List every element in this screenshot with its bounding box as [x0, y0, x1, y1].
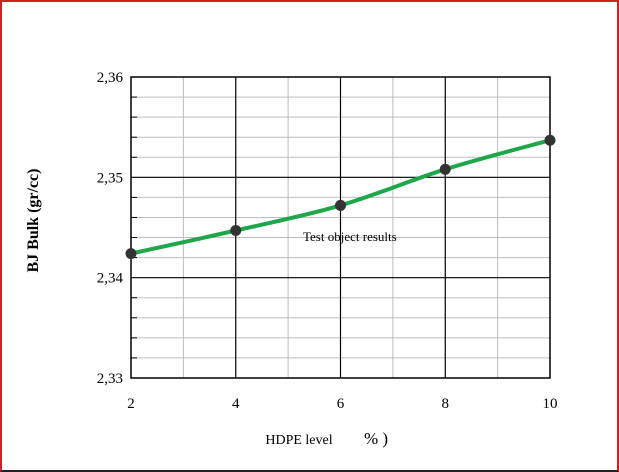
x-tick-labels: 2 4 6 8 10 [127, 396, 557, 412]
data-point [125, 248, 137, 260]
data-point [230, 225, 242, 237]
y-tick-label: 2,36 [97, 70, 124, 86]
data-point [335, 199, 346, 211]
x-tick-label: 10 [543, 396, 558, 412]
x-axis-label-suffix: % ) [364, 429, 388, 448]
x-tick-label: 2 [127, 396, 135, 412]
y-tick-label: 2,33 [97, 371, 123, 387]
grid-major [131, 77, 550, 378]
y-tick-label: 2,34 [97, 271, 124, 287]
x-tick-label: 8 [442, 396, 450, 412]
y-axis-label: BJ Bulk (gr/cc) [25, 169, 42, 273]
marker-layer [125, 134, 556, 260]
x-axis-label: HDPE level [265, 433, 332, 448]
x-tick-label: 6 [337, 396, 345, 412]
data-point [544, 134, 556, 146]
x-tick-label: 4 [232, 396, 240, 412]
minor-ticks [131, 96, 137, 359]
plot-area [130, 76, 551, 379]
y-tick-label: 2,35 [97, 170, 123, 186]
annotation-text: Test object results [303, 229, 397, 244]
data-point [439, 163, 451, 175]
y-tick-labels: 2,33 2,34 2,35 2,36 [97, 70, 124, 387]
